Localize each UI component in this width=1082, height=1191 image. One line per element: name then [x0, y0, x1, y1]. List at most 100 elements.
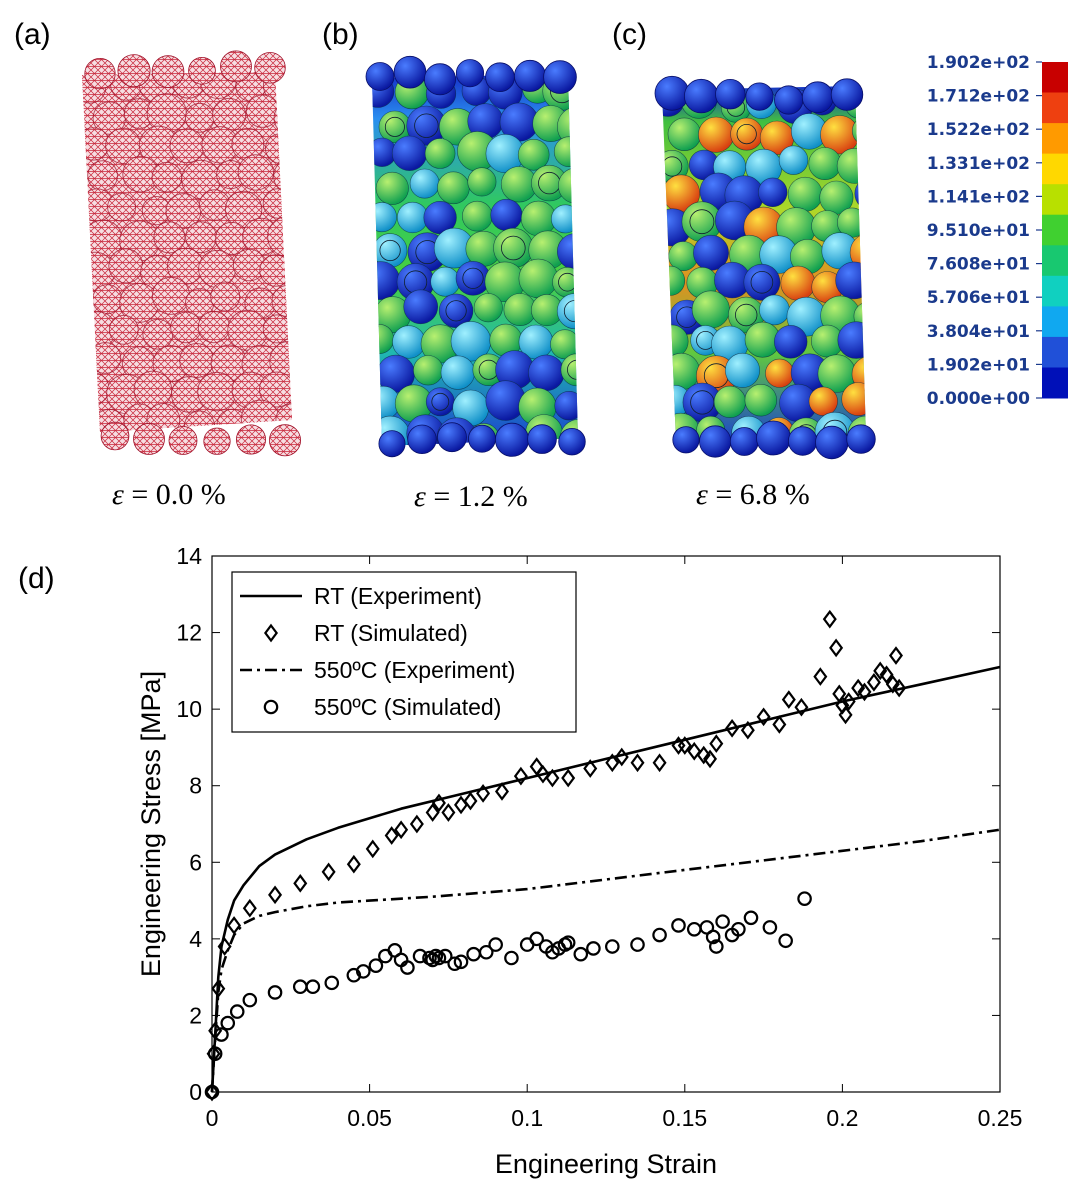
legend-entry-label: RT (Simulated) — [314, 620, 468, 646]
cap-sphere — [729, 427, 759, 456]
data-point — [324, 975, 340, 991]
particle-sphere — [151, 161, 183, 193]
particle-sphere — [210, 281, 241, 312]
data-point — [529, 757, 544, 776]
strain-label-a: ε = 0.0 % — [112, 478, 226, 511]
cap-sphere — [203, 427, 231, 455]
data-point — [425, 952, 440, 968]
data-point — [384, 826, 399, 845]
cap-sphere — [494, 422, 529, 457]
data-point — [400, 960, 415, 975]
cap-sphere — [684, 78, 719, 114]
particle-sphere — [259, 371, 292, 408]
data-point — [705, 929, 721, 945]
particle-sphere — [397, 201, 429, 234]
cap-sphere — [788, 426, 818, 456]
panel-label-c: (c) — [612, 18, 647, 51]
data-point — [466, 946, 481, 962]
particle-sphere — [372, 323, 395, 354]
data-point — [614, 747, 629, 767]
data-point — [305, 979, 321, 995]
data-point — [211, 979, 226, 998]
particle-sphere — [730, 117, 764, 151]
particle-sphere — [759, 294, 790, 326]
cap-sphere — [407, 424, 437, 455]
data-point — [453, 954, 469, 970]
particle-sphere — [520, 200, 557, 237]
particle-sphere — [391, 135, 428, 171]
x-tick-label: 0.25 — [978, 1105, 1023, 1131]
particle-sphere — [837, 321, 866, 359]
data-point — [365, 839, 380, 859]
x-axis-label: Engineering Strain — [495, 1149, 717, 1179]
particle-sphere — [375, 171, 409, 205]
colorbar-tick-label: 1.902e+02 — [927, 53, 1030, 73]
particle-sphere — [691, 290, 730, 329]
cap-sphere — [846, 424, 876, 454]
mesh-model-a — [82, 50, 301, 457]
data-point — [227, 916, 242, 935]
colorbar-tick-label: 0.000e+00 — [927, 389, 1030, 409]
particle-renderings: 1.902e+02 1.712e+02 1.522e+02 1.331e+02 1.14… — [82, 50, 1068, 460]
data-point — [873, 661, 888, 681]
y-tick-label: 0 — [189, 1079, 202, 1105]
cap-sphere — [84, 57, 116, 90]
colorbar-tick-label: 1.522e+02 — [927, 120, 1030, 140]
data-point — [586, 941, 601, 956]
legend-marker — [263, 699, 279, 715]
data-point — [529, 931, 544, 947]
particle-sphere — [89, 342, 122, 374]
colorbar-segment — [1042, 62, 1068, 93]
particle-sphere — [133, 370, 173, 410]
data-point — [725, 718, 740, 738]
particle-sphere — [724, 352, 760, 388]
particle-sphere — [713, 385, 747, 419]
panel-label-d: (d) — [18, 562, 55, 595]
colorbar-segment — [1042, 245, 1068, 277]
particle-sphere — [698, 116, 735, 153]
data-point — [715, 914, 730, 929]
data-point — [829, 638, 844, 658]
particle-sphere — [517, 139, 550, 171]
particle-sphere — [413, 355, 444, 386]
cap-sphere — [168, 426, 198, 455]
particle-sphere — [153, 221, 186, 254]
data-point — [743, 910, 759, 926]
panel-label-a: (a) — [14, 18, 51, 51]
particle-sphere — [151, 276, 191, 315]
particle-sphere — [667, 117, 702, 152]
sphere-pore-ring — [736, 124, 757, 145]
x-tick-label: 0.2 — [826, 1105, 858, 1131]
particle-sphere — [92, 284, 123, 315]
data-point — [412, 948, 428, 964]
particle-sphere — [518, 258, 558, 299]
particle-sphere — [87, 160, 118, 192]
data-point — [866, 673, 881, 692]
data-point — [437, 948, 453, 964]
particle-sphere — [392, 325, 426, 359]
particle-sphere — [835, 261, 866, 300]
legend-entry-label: 550ºC (Simulated) — [314, 694, 501, 720]
particle-sphere — [262, 188, 292, 219]
data-point — [346, 967, 362, 983]
particle-sphere — [780, 265, 816, 301]
particle-sphere — [662, 265, 686, 296]
series-3 — [204, 891, 812, 1100]
cap-sphere — [654, 75, 690, 111]
cap-sphere — [815, 425, 849, 460]
legend-box — [231, 571, 577, 733]
legend: RT (Experiment) RT (Simulated) 550ºC (Expe… — [231, 571, 577, 733]
colorbar-tick-label: 5.706e+01 — [927, 288, 1030, 308]
data-point — [504, 950, 519, 966]
particle-sphere — [259, 254, 292, 287]
legend-entry-label: RT (Experiment) — [314, 583, 482, 609]
stress-strain-chart: 0 0.05 0.1 0.15 0.2 0.25 0 2 4 6 8 10 12 14 Engineeri… — [136, 543, 1023, 1179]
cap-sphere — [151, 55, 185, 88]
data-point — [687, 741, 702, 761]
data-point — [778, 933, 793, 949]
data-point — [217, 937, 232, 956]
cap-sphere — [133, 423, 165, 455]
particle-sphere — [265, 133, 292, 164]
particle-sphere — [198, 249, 237, 288]
data-point — [561, 768, 576, 788]
